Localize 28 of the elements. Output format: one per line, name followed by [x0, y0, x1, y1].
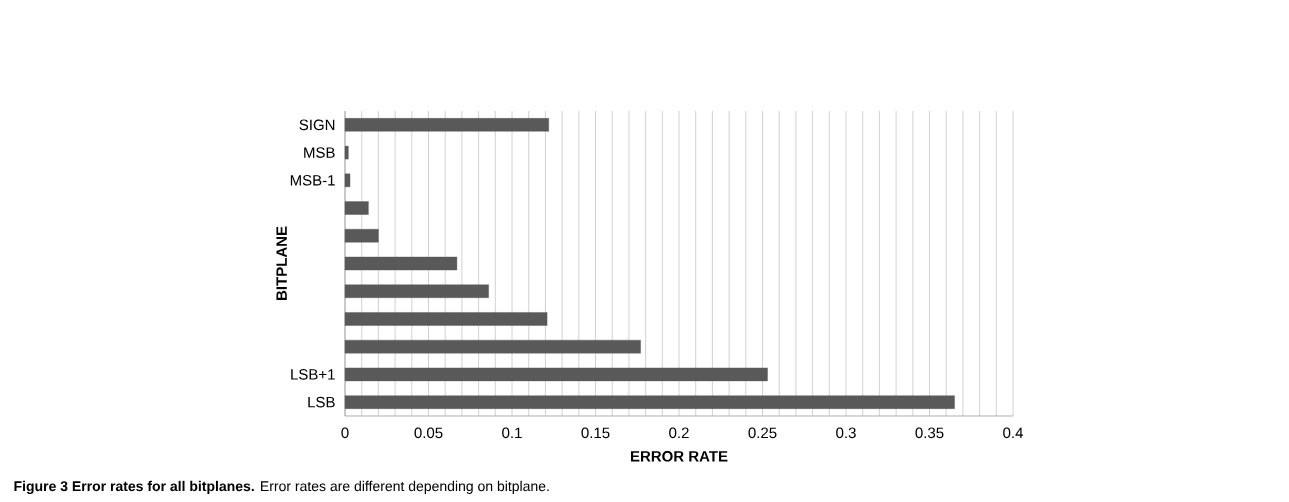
- text: Figure 3 Error rates for all bitplanes. Error rates are different depending on bitplane.: [14, 480, 549, 494]
- y-tick-label: LSB: [308, 396, 335, 408]
- y-tick-label: MSB: [304, 147, 335, 158]
- y-tick-label: SIGN: [299, 119, 335, 131]
- bar: [344, 312, 548, 326]
- y-tick-label: MSB-1: [290, 175, 335, 186]
- bar: [344, 145, 349, 160]
- y-tick-label: LSB+1: [291, 369, 335, 380]
- bar: [344, 395, 955, 409]
- x-tick-label: 0.25: [748, 427, 777, 439]
- x-tick-label: 0.1: [502, 427, 522, 439]
- y-axis-title: BITPLANE: [276, 226, 287, 300]
- x-tick-label: 0.4: [1003, 427, 1023, 439]
- bar: [344, 339, 641, 354]
- bar: [344, 229, 379, 243]
- bar: [344, 201, 369, 215]
- x-tick-label: 0.35: [915, 427, 944, 439]
- x-tick-label: 0.05: [414, 427, 443, 439]
- bar: [344, 118, 549, 132]
- x-tick-label: 0.15: [581, 427, 610, 439]
- x-axis-title: ERROR RATE: [630, 451, 728, 462]
- bar: [344, 284, 489, 298]
- bar: [344, 256, 458, 271]
- bar: [344, 367, 768, 382]
- bar: [344, 173, 351, 188]
- x-tick-label: 0: [341, 427, 349, 439]
- x-tick-label: 0.3: [836, 427, 856, 439]
- x-tick-label: 0.2: [669, 427, 689, 439]
